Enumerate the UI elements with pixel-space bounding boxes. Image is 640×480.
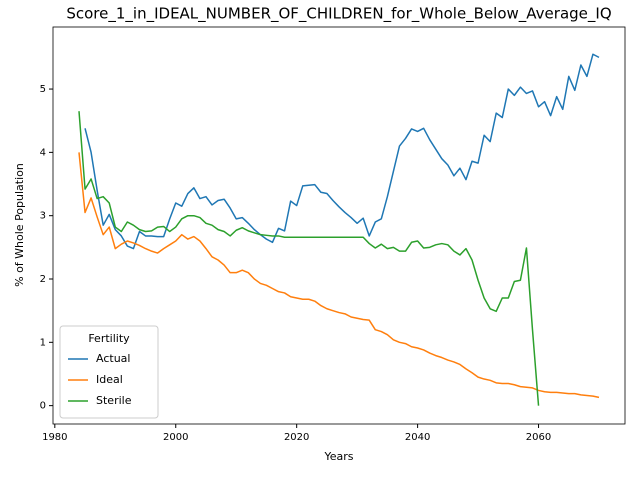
x-tick-label: 2020 <box>284 432 309 443</box>
y-tick-label: 1 <box>40 337 46 348</box>
x-axis-label: Years <box>323 450 353 463</box>
chart-title: Score_1_in_IDEAL_NUMBER_OF_CHILDREN_for_… <box>66 5 611 24</box>
y-tick-label: 5 <box>40 84 46 95</box>
x-tick-label: 2000 <box>163 432 188 443</box>
x-tick-label: 2060 <box>526 432 551 443</box>
legend-box <box>59 325 159 419</box>
plot-frame <box>52 26 626 425</box>
x-tick-label: 1980 <box>42 432 67 443</box>
legend-title: Fertility <box>88 332 130 345</box>
series-line <box>78 152 600 399</box>
legend-label: Sterile <box>96 394 132 407</box>
legend-label: Actual <box>96 352 130 365</box>
legend-label: Ideal <box>96 373 123 386</box>
series-line <box>84 53 600 250</box>
y-axis-label: % of Whole Population <box>13 163 26 287</box>
x-tick-label: 2040 <box>405 432 430 443</box>
series-line <box>78 111 540 406</box>
y-tick-label: 0 <box>40 401 46 412</box>
y-tick-label: 3 <box>40 211 46 222</box>
y-tick-label: 2 <box>40 274 46 285</box>
y-tick-label: 4 <box>40 147 46 158</box>
